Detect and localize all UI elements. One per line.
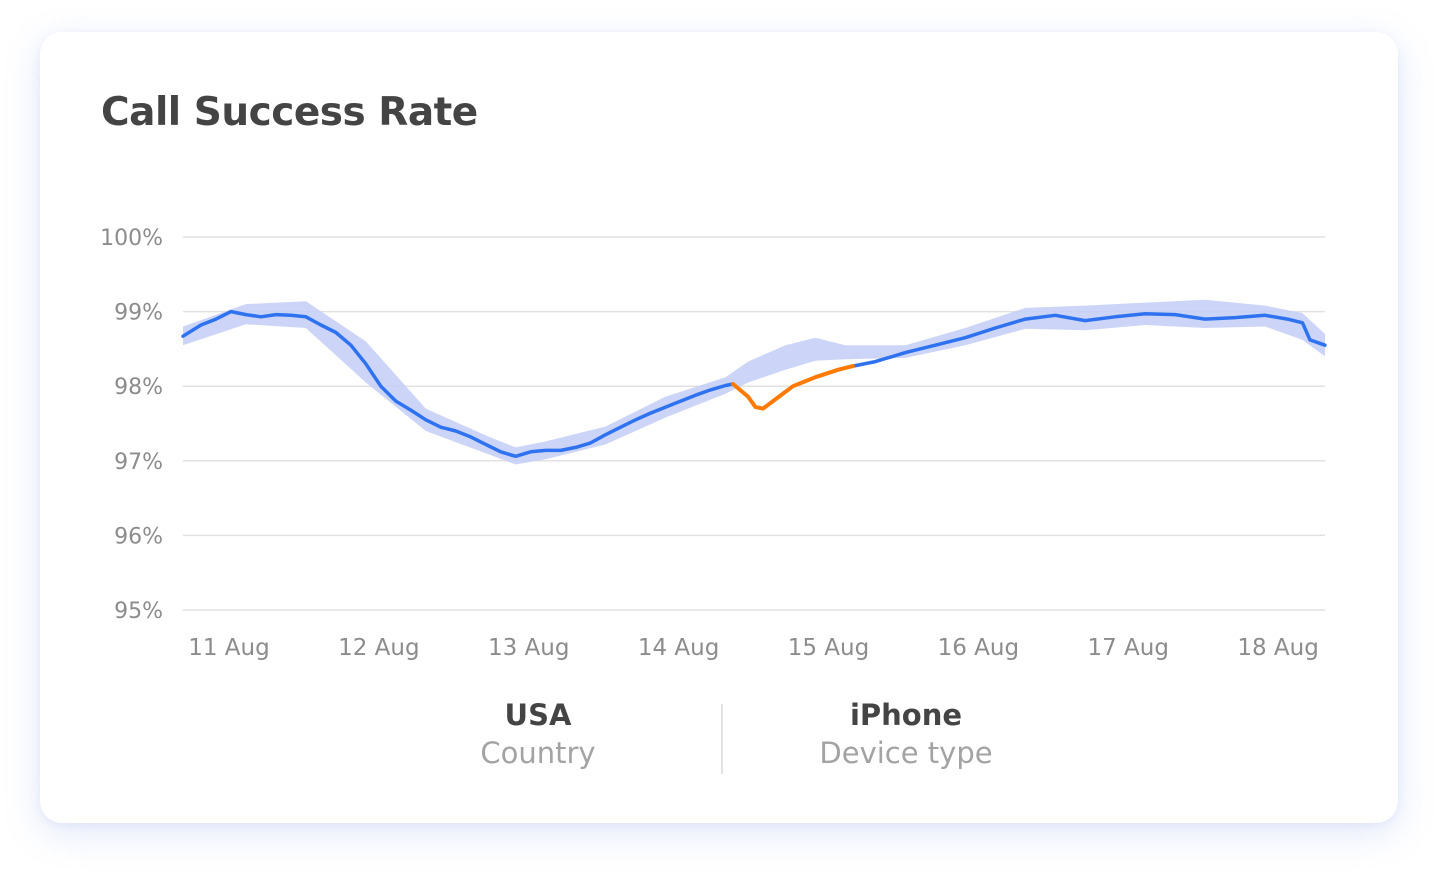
- x-tick-label: 13 Aug: [488, 635, 570, 661]
- filter-country-label: Country: [480, 736, 596, 770]
- filter-country[interactable]: USA Country: [388, 698, 688, 770]
- x-tick-label: 18 Aug: [1237, 635, 1319, 661]
- line-chart: 100% 99% 98% 97% 96% 95% 11 Aug 12 Aug 13 Aug 14…: [100, 226, 1327, 661]
- filter-divider: [721, 704, 723, 774]
- y-tick-label: 98%: [114, 375, 163, 400]
- x-tick-label: 12 Aug: [338, 635, 420, 661]
- chart-title: Call Success Rate: [101, 90, 478, 135]
- y-tick-label: 100%: [100, 226, 163, 251]
- y-axis-ticks: 100% 99% 98% 97% 96% 95%: [100, 226, 163, 624]
- anomaly-line: [731, 364, 855, 411]
- x-tick-label: 17 Aug: [1087, 635, 1169, 661]
- series-line: [851, 312, 1327, 368]
- confidence-band: [183, 299, 1325, 465]
- x-tick-label: 15 Aug: [788, 635, 870, 661]
- chart-card: Call Success Rate 100% 99% 98% 97% 96% 95% 11…: [40, 32, 1398, 823]
- x-axis-ticks: 11 Aug 12 Aug 13 Aug 14 Aug 15 Aug 16 Aug 17 A…: [188, 635, 1319, 661]
- gridlines: [183, 236, 1325, 611]
- y-tick-label: 99%: [114, 301, 163, 326]
- series-line: [181, 309, 735, 459]
- confidence-band-area: [183, 299, 1325, 465]
- y-tick-label: 96%: [114, 524, 163, 549]
- x-tick-label: 16 Aug: [938, 635, 1020, 661]
- filter-device-type-value: iPhone: [849, 698, 963, 732]
- x-tick-label: 14 Aug: [638, 635, 720, 661]
- y-tick-label: 95%: [114, 599, 163, 624]
- filter-device-type[interactable]: iPhone Device type: [756, 698, 1056, 770]
- filter-device-type-label: Device type: [819, 736, 993, 770]
- series-lines: [181, 309, 1327, 459]
- x-tick-label: 11 Aug: [188, 635, 270, 661]
- filter-country-value: USA: [504, 698, 572, 732]
- y-tick-label: 97%: [114, 450, 163, 475]
